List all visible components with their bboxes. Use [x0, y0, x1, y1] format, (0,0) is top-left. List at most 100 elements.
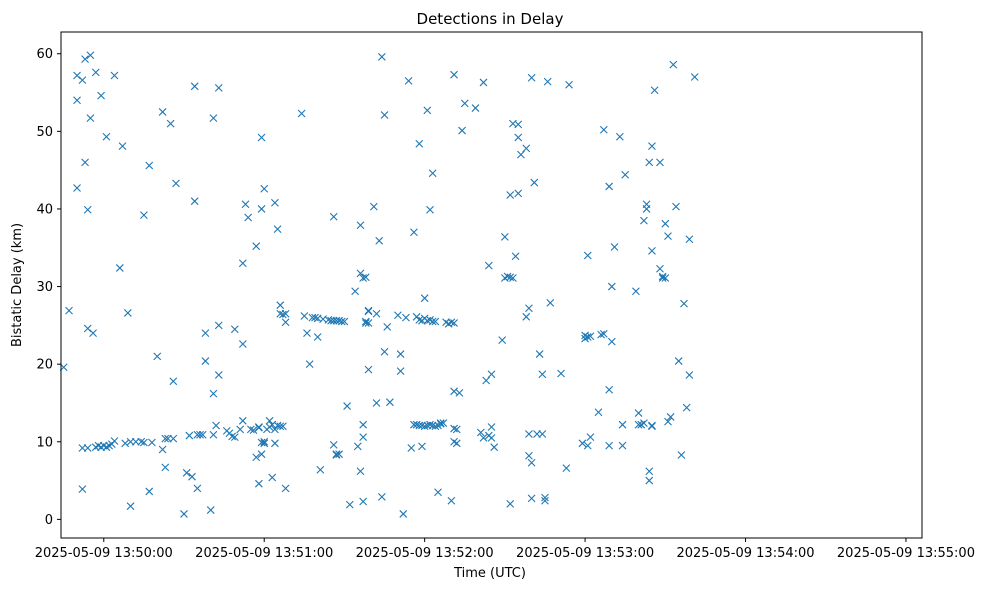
plot-area-frame [60, 31, 923, 539]
data-point [479, 78, 488, 87]
data-point [329, 440, 338, 449]
data-point [503, 272, 512, 281]
y-tick-label: 0 [45, 513, 53, 528]
data-point [506, 273, 515, 282]
data-point [656, 158, 664, 167]
data-point [353, 442, 362, 451]
data-point [279, 422, 287, 431]
data-point [83, 444, 92, 452]
data-point [380, 347, 389, 356]
x-axis: 2025-05-09 13:50:00 2025-05-09 13:51:00 20… [35, 538, 975, 561]
data-point [169, 377, 178, 386]
data-point [254, 423, 263, 431]
data-point [383, 323, 392, 331]
data-point [669, 60, 678, 69]
data-point [476, 428, 485, 437]
data-point [447, 496, 456, 505]
data-point [605, 385, 614, 394]
data-point [650, 86, 659, 95]
data-point [396, 367, 405, 376]
data-point [166, 119, 175, 128]
data-point [640, 419, 648, 428]
data-point [260, 439, 269, 448]
data-point [241, 200, 250, 209]
data-point [281, 318, 290, 327]
data-point [238, 259, 247, 268]
data-point [230, 433, 239, 441]
data-point [455, 388, 464, 397]
data-point [340, 317, 349, 326]
data-point [209, 389, 218, 398]
data-point [193, 484, 202, 493]
data-point [228, 432, 237, 441]
data-point [674, 357, 683, 365]
data-point [271, 198, 279, 207]
data-point [415, 139, 424, 148]
data-point [380, 111, 389, 119]
data-point [254, 479, 263, 488]
data-point [407, 444, 416, 452]
data-point [188, 472, 196, 481]
data-point [361, 273, 370, 282]
data-point [78, 485, 87, 493]
data-point [541, 496, 549, 505]
data-point [145, 161, 154, 170]
data-point [682, 403, 691, 412]
data-point [196, 430, 204, 439]
data-point [102, 132, 111, 141]
y-axis-title: Bistatic Delay (km) [10, 223, 25, 347]
data-point [372, 399, 381, 407]
data-point [645, 467, 654, 476]
data-point [428, 169, 437, 178]
data-point [487, 423, 496, 431]
data-point [86, 51, 95, 60]
data-point [522, 144, 531, 153]
data-point [214, 321, 223, 330]
data-point [452, 425, 461, 434]
data-point [605, 182, 614, 191]
data-point [656, 264, 664, 273]
data-point [618, 420, 627, 429]
data-point [415, 316, 424, 324]
data-point [359, 433, 368, 441]
x-tick-label: 2025-05-09 13:52:00 [356, 546, 494, 561]
data-point [538, 430, 547, 438]
data-point [73, 96, 81, 105]
data-point [460, 99, 469, 108]
data-point [281, 309, 290, 318]
data-point [377, 52, 386, 61]
data-point [300, 312, 309, 320]
data-point [81, 55, 89, 64]
data-point [364, 365, 373, 374]
data-point [399, 510, 408, 518]
data-point [65, 306, 73, 315]
data-point [396, 350, 405, 358]
data-point [658, 274, 667, 282]
data-point [238, 416, 247, 425]
data-point [648, 422, 656, 431]
data-point [273, 225, 282, 234]
data-point [153, 352, 162, 361]
data-point [514, 120, 523, 129]
data-point [214, 83, 223, 92]
data-point [377, 492, 386, 501]
data-point [522, 312, 531, 321]
data-point [329, 212, 338, 221]
data-point [271, 439, 279, 448]
data-point [484, 261, 493, 270]
data-point [404, 77, 413, 85]
data-point [685, 371, 694, 379]
data-point [648, 142, 656, 150]
data-point [361, 319, 370, 327]
data-point [265, 416, 274, 425]
data-point [452, 439, 461, 448]
data-point [607, 337, 616, 346]
data-point [450, 70, 458, 79]
data-point [690, 73, 699, 81]
data-point [172, 179, 180, 188]
data-point [305, 360, 314, 369]
data-point [634, 420, 643, 429]
x-tick-label: 2025-05-09 13:51:00 [195, 546, 333, 561]
data-point [145, 487, 154, 496]
data-point [161, 463, 170, 472]
